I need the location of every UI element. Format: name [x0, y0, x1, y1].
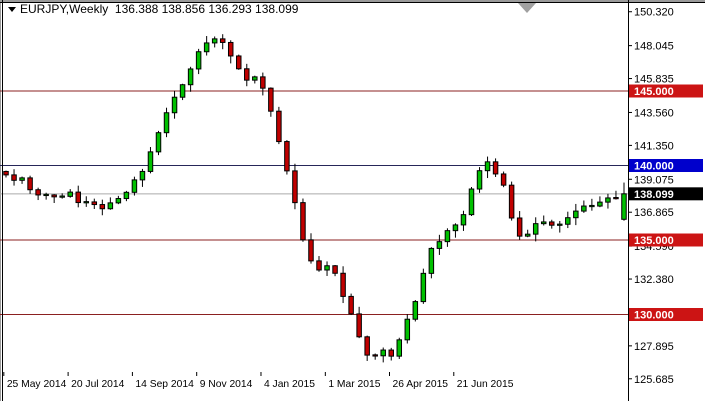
svg-text:1 Mar 2015: 1 Mar 2015 [328, 379, 380, 390]
svg-text:148.045: 148.045 [634, 41, 674, 53]
svg-text:127.895: 127.895 [634, 341, 674, 353]
svg-text:132.380: 132.380 [634, 274, 674, 286]
svg-text:125.685: 125.685 [634, 374, 674, 386]
svg-text:26 Apr 2015: 26 Apr 2015 [392, 379, 448, 390]
svg-text:136.865: 136.865 [634, 207, 674, 219]
svg-text:150.320: 150.320 [634, 7, 674, 19]
svg-text:145.835: 145.835 [634, 74, 674, 86]
svg-text:25 May 2014: 25 May 2014 [7, 379, 67, 390]
svg-text:130.000: 130.000 [634, 310, 674, 322]
svg-text:143.560: 143.560 [634, 107, 674, 119]
svg-text:141.350: 141.350 [634, 140, 674, 152]
svg-text:14 Sep 2014: 14 Sep 2014 [135, 379, 194, 390]
svg-text:138.099: 138.099 [634, 189, 674, 201]
svg-text:20 Jul 2014: 20 Jul 2014 [71, 379, 125, 390]
svg-text:145.000: 145.000 [634, 86, 674, 98]
svg-text:140.000: 140.000 [634, 161, 674, 173]
svg-text:139.075: 139.075 [634, 174, 674, 186]
svg-text:21 Jun 2015: 21 Jun 2015 [457, 379, 514, 390]
svg-text:4 Jan 2015: 4 Jan 2015 [264, 379, 315, 390]
svg-text:9 Nov 2014: 9 Nov 2014 [200, 379, 253, 390]
svg-text:135.000: 135.000 [634, 235, 674, 247]
